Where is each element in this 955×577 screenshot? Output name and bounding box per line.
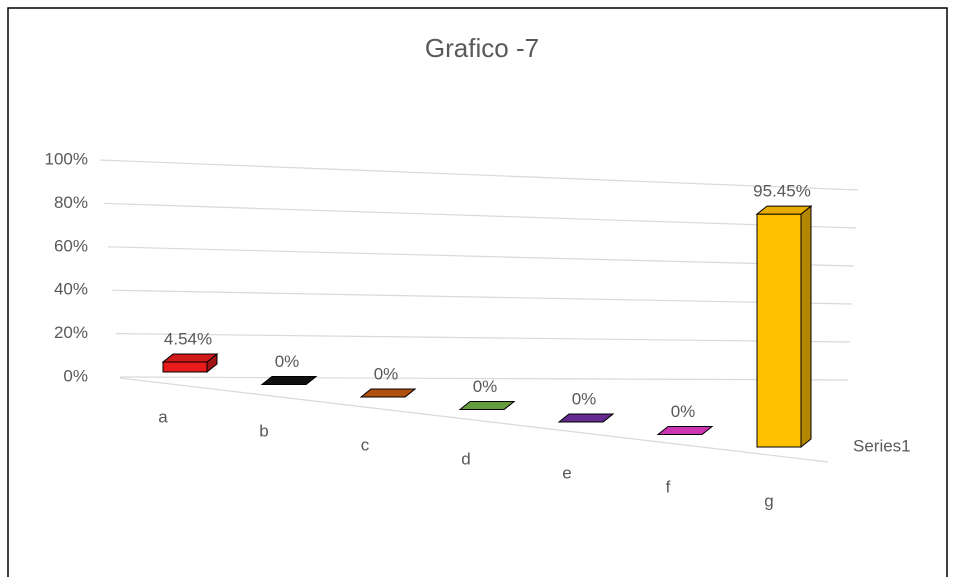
data-label: 0% [473, 377, 498, 396]
x-tick-label: d [461, 449, 470, 468]
x-tick-label: f [666, 477, 671, 496]
data-label: 4.54% [164, 329, 212, 348]
grid-line [99, 159, 859, 191]
series-label: Series1 [853, 436, 911, 455]
data-label: 0% [671, 402, 696, 421]
x-tick-label: a [158, 407, 168, 426]
grid-line [115, 333, 851, 343]
bar-side [800, 205, 812, 449]
bar [756, 213, 802, 448]
y-tick-label: 20% [54, 323, 88, 342]
grid-line [103, 202, 857, 229]
bar-top [161, 353, 219, 363]
data-label: 0% [374, 364, 399, 383]
grid-line [111, 289, 853, 305]
floor-edge [119, 377, 829, 463]
y-tick-label: 100% [45, 149, 88, 168]
bar-top [359, 388, 417, 398]
bar-top [458, 401, 516, 410]
x-tick-label: g [764, 491, 773, 510]
bar-top [656, 426, 714, 435]
data-label: 0% [275, 352, 300, 371]
bar-top [557, 413, 615, 423]
bar [162, 361, 208, 373]
chart-title: Grafico -7 [425, 33, 539, 63]
x-tick-label: b [259, 421, 268, 440]
x-tick-label: c [361, 435, 370, 454]
y-tick-label: 0% [63, 366, 88, 385]
y-tick-label: 40% [54, 280, 88, 299]
grid-line [107, 246, 855, 267]
y-tick-label: 60% [54, 236, 88, 255]
grid-line [119, 376, 849, 381]
y-tick-label: 80% [54, 193, 88, 212]
bar-top [260, 376, 318, 385]
data-label: 95.45% [753, 182, 811, 201]
data-label: 0% [572, 389, 597, 408]
bar-top [755, 205, 813, 215]
x-tick-label: e [562, 463, 571, 482]
